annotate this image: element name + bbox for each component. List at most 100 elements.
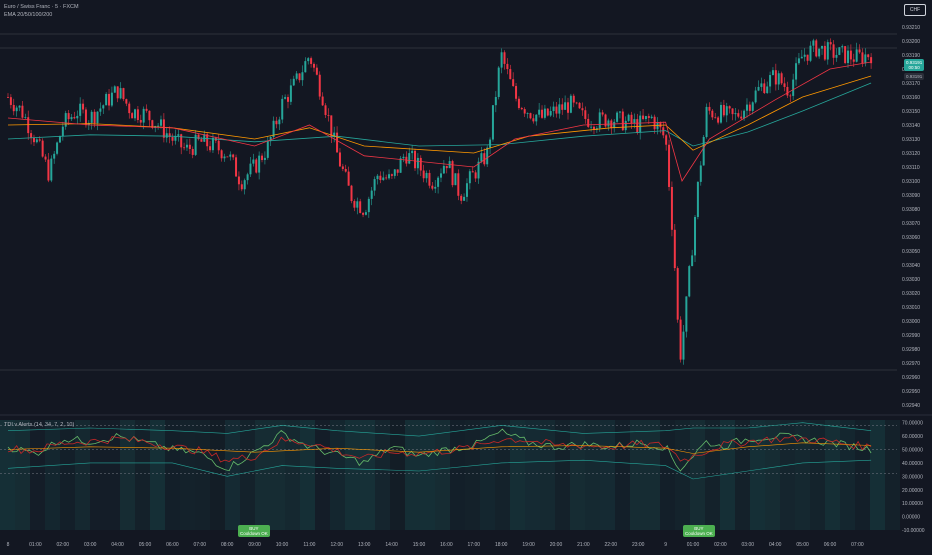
candle-body	[861, 52, 864, 64]
indicator-background-zone	[540, 420, 555, 530]
price-axis-tick-label: 0.92940	[902, 403, 920, 409]
candle-body	[575, 102, 578, 104]
candle-body	[359, 201, 362, 213]
candle-body	[82, 103, 85, 110]
candle-body	[99, 108, 102, 112]
candle-body	[263, 157, 266, 161]
candle-body	[191, 148, 194, 155]
time-axis-tick-label: 13:00	[358, 542, 371, 548]
candle-body	[159, 119, 162, 126]
indicator-background-zone	[615, 420, 630, 530]
candle-body	[367, 198, 370, 213]
time-axis-tick-label: 22:00	[605, 542, 618, 548]
candle-body	[526, 113, 529, 114]
candle-body	[734, 113, 737, 115]
time-axis-tick-label: 07:00	[851, 542, 864, 548]
candle-body	[344, 168, 347, 172]
candle-body	[748, 104, 751, 111]
candle-body	[301, 72, 304, 81]
time-axis-tick-label: 04:00	[111, 542, 124, 548]
candle-body	[702, 136, 705, 166]
candle-body	[370, 190, 373, 199]
candle-body	[281, 98, 284, 120]
candle-body	[295, 73, 298, 79]
indicator-axis-tick-label: 10.00000	[902, 501, 923, 507]
time-axis-tick-label: 02:00	[714, 542, 727, 548]
indicator-background-zone	[480, 420, 495, 530]
price-axis-tick-label: 0.93100	[902, 179, 920, 185]
time-axis-tick-label: 8	[7, 542, 10, 548]
candle-body	[569, 95, 572, 113]
candle-body	[41, 140, 44, 157]
candle-body	[289, 85, 292, 102]
candle-body	[696, 181, 699, 217]
indicator-background-zone	[525, 420, 540, 530]
candle-body	[240, 184, 243, 190]
indicator-background-zone	[60, 420, 75, 530]
buy-signal-label: BUY Cooldown OK	[238, 525, 270, 537]
candle-body	[754, 90, 757, 103]
candle-body	[102, 105, 105, 109]
buy-signal-sub: Cooldown OK	[685, 531, 713, 536]
indicator-background-zone	[375, 420, 390, 530]
candle-body	[555, 106, 558, 114]
indicator-background-zone	[30, 420, 45, 530]
indicator-background-zone	[255, 420, 270, 530]
candle-body	[165, 133, 168, 138]
candle-body	[541, 109, 544, 118]
candle-body	[737, 113, 740, 117]
candle-body	[237, 176, 240, 185]
indicator-background-zone	[345, 420, 360, 530]
indicator-background-zone	[450, 420, 465, 530]
candle-body	[50, 158, 53, 181]
candle-body	[503, 52, 506, 64]
price-axis-tick-label: 0.93120	[902, 151, 920, 157]
time-axis-tick-label: 11:00	[303, 542, 315, 548]
price-axis-tick-label: 0.93130	[902, 137, 920, 143]
candle-body	[722, 104, 725, 116]
indicator-background-zone	[765, 420, 780, 530]
time-axis-tick-label: 06:00	[166, 542, 179, 548]
candle-body	[607, 120, 610, 127]
indicator-background-zone	[360, 420, 375, 530]
price-axis-tick-label: 0.92980	[902, 347, 920, 353]
price-axis-tick-label: 0.92990	[902, 333, 920, 339]
indicator-background-zone	[240, 420, 255, 530]
candle-body	[18, 105, 21, 108]
candle-body	[679, 319, 682, 360]
candle-body	[797, 58, 800, 64]
buy-signal-sub: Cooldown OK	[240, 531, 268, 536]
price-axis-tick-label: 0.93210	[902, 25, 920, 31]
candle-body	[84, 109, 87, 126]
time-axis-tick-label: 07:00	[194, 542, 207, 548]
candle-body	[454, 173, 457, 186]
candle-body	[644, 116, 647, 120]
buy-signal-text: BUY	[694, 526, 704, 531]
candle-body	[327, 114, 330, 116]
currency-button[interactable]: CHF	[904, 4, 926, 16]
candle-body	[714, 117, 717, 119]
candle-body	[113, 86, 116, 93]
indicator-background-zone	[120, 420, 135, 530]
indicator-background-zone	[600, 420, 615, 530]
candle-body	[818, 48, 821, 57]
candle-body	[44, 156, 47, 160]
price-axis-tick-label: 0.93050	[902, 249, 920, 255]
candle-body	[849, 50, 852, 60]
candle-body	[515, 86, 518, 99]
candle-body	[670, 186, 673, 230]
time-axis-tick-label: 16:00	[440, 542, 453, 548]
candle-body	[699, 165, 702, 182]
candle-body	[601, 112, 604, 115]
bar-countdown: 00:50	[908, 65, 920, 70]
candle-body	[21, 105, 24, 118]
candle-body	[616, 112, 619, 122]
candle-body	[867, 54, 870, 58]
candle-body	[47, 159, 50, 181]
candle-body	[428, 172, 431, 186]
candle-body	[139, 120, 142, 123]
candle-body	[278, 119, 281, 125]
indicator-background-zone	[165, 420, 180, 530]
